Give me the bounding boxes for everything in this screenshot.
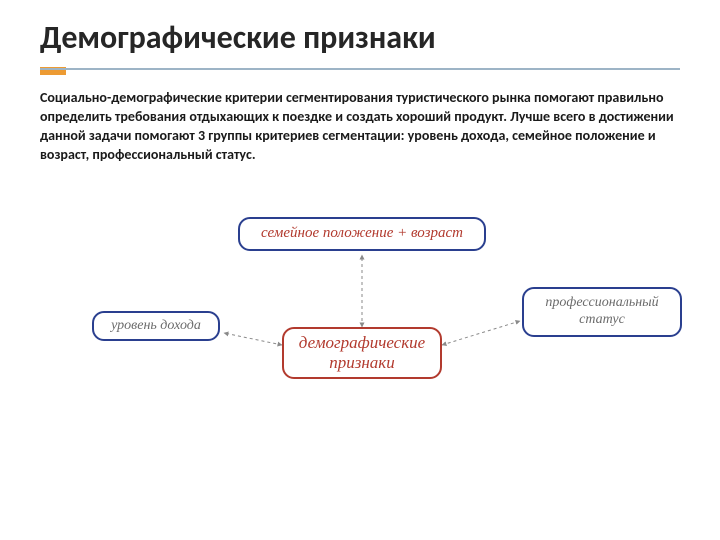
node-left: уровень дохода — [92, 311, 220, 341]
edge-center-right — [442, 321, 520, 345]
diagram-canvas: демографические признаки семейное положен… — [0, 175, 720, 455]
node-center: демографические признаки — [282, 327, 442, 379]
body-paragraph: Социально-демографические критерии сегме… — [0, 81, 720, 165]
rule-line — [40, 68, 680, 70]
edge-center-left — [224, 333, 282, 345]
node-right: профессиональный статус — [522, 287, 682, 337]
node-top: семейное положение + возраст — [238, 217, 486, 251]
page-title: Демографические признаки — [40, 18, 680, 57]
title-rule — [40, 67, 680, 71]
